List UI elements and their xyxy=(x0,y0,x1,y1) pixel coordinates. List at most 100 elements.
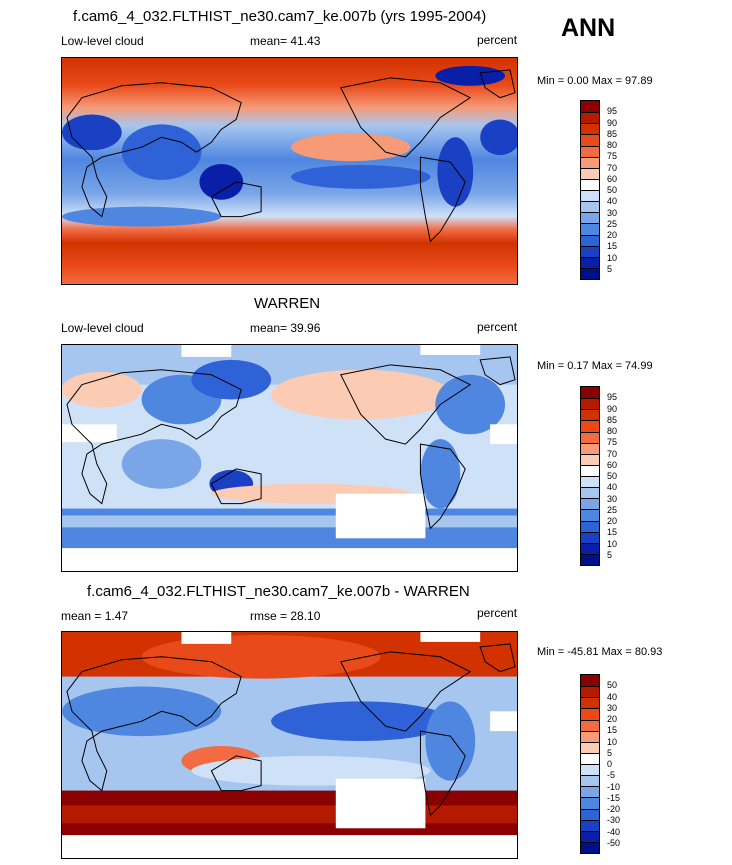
panel2-title: WARREN xyxy=(254,295,321,312)
colorbar-segment xyxy=(581,830,599,842)
colorbar-tick-label: 70 xyxy=(607,448,618,459)
colorbar-segment xyxy=(581,134,599,146)
colorbar-segment xyxy=(581,398,599,410)
panel2-variable-label: Low-level cloud xyxy=(61,321,144,335)
colorbar-segment xyxy=(581,819,599,831)
colorbar-segment xyxy=(581,786,599,798)
panel1-minmax: Min = 0.00 Max = 97.89 xyxy=(537,75,653,87)
colorbar-segment xyxy=(581,212,599,224)
season-label: ANN xyxy=(561,14,616,42)
colorbar-segment xyxy=(581,808,599,820)
colorbar-tick-label: 80 xyxy=(607,426,618,436)
colorbar-tick-label: 20 xyxy=(607,516,618,526)
panel2-colorbar xyxy=(580,386,600,566)
colorbar-tick-label: 25 xyxy=(607,218,618,229)
colorbar-tick-label: 5 xyxy=(607,747,613,758)
colorbar-segment xyxy=(581,409,599,421)
colorbar-segment xyxy=(581,201,599,213)
colorbar-segment xyxy=(581,145,599,157)
colorbar-tick-label: 90 xyxy=(607,117,618,128)
colorbar-segment xyxy=(581,453,599,465)
colorbar-tick-label: 30 xyxy=(607,207,618,218)
colorbar-segment xyxy=(581,464,599,476)
colorbar-tick-label: -20 xyxy=(607,804,621,814)
colorbar-tick-label: 5 xyxy=(607,263,613,274)
colorbar-tick-label: 70 xyxy=(607,162,618,173)
colorbar-segment xyxy=(581,764,599,776)
colorbar-segment xyxy=(581,741,599,753)
panel2-mean: mean= 39.96 xyxy=(250,321,321,335)
colorbar-tick-label: 0 xyxy=(607,759,613,769)
panel3-units: percent xyxy=(477,606,518,620)
panel1-mean: mean= 41.43 xyxy=(250,34,321,48)
colorbar-tick-label: 20 xyxy=(607,714,618,724)
colorbar-tick-label: 40 xyxy=(607,482,618,493)
panel1-title: f.cam6_4_032.FLTHIST_ne30.cam7_ke.007b (… xyxy=(73,8,487,25)
colorbar-segment xyxy=(581,234,599,246)
colorbar-segment xyxy=(581,223,599,235)
colorbar-tick-label: 5 xyxy=(607,549,613,560)
colorbar-segment xyxy=(581,542,599,554)
colorbar-tick-label: 15 xyxy=(607,527,618,538)
colorbar-tick-label: 30 xyxy=(607,702,618,713)
colorbar-tick-label: 50 xyxy=(607,185,618,195)
colorbar-tick-label: 50 xyxy=(607,680,618,691)
colorbar-segment xyxy=(581,101,599,113)
colorbar-tick-label: -50 xyxy=(607,837,621,848)
colorbar-segment xyxy=(581,730,599,742)
colorbar-tick-label: 40 xyxy=(607,196,618,207)
colorbar-segment xyxy=(581,686,599,698)
colorbar-segment xyxy=(581,256,599,268)
panel2-map-image xyxy=(62,345,517,571)
colorbar-tick-label: -15 xyxy=(607,792,621,803)
colorbar-segment xyxy=(581,675,599,687)
colorbar-segment xyxy=(581,509,599,521)
colorbar-tick-label: 60 xyxy=(607,173,618,184)
colorbar-segment xyxy=(581,476,599,488)
colorbar-segment xyxy=(581,752,599,764)
panel1-units: percent xyxy=(477,33,518,47)
colorbar-segment xyxy=(581,697,599,709)
panel3-mean: mean = 1.47 xyxy=(61,609,129,623)
colorbar-tick-label: 15 xyxy=(607,725,618,736)
colorbar-tick-label: -5 xyxy=(607,770,616,781)
panel1-map-image xyxy=(62,58,517,284)
panel1-colorbar xyxy=(580,100,600,280)
panel1-map xyxy=(61,57,518,285)
panel1-variable-label: Low-level cloud xyxy=(61,34,144,48)
colorbar-segment xyxy=(581,431,599,443)
colorbar-segment xyxy=(581,841,599,853)
panel2-units: percent xyxy=(477,320,518,334)
panel2-minmax: Min = 0.17 Max = 74.99 xyxy=(537,360,653,372)
colorbar-tick-label: 95 xyxy=(607,106,618,117)
colorbar-tick-label: 30 xyxy=(607,493,618,504)
colorbar-segment xyxy=(581,387,599,399)
colorbar-segment xyxy=(581,156,599,168)
colorbar-tick-label: 90 xyxy=(607,403,618,414)
colorbar-tick-label: -30 xyxy=(607,815,621,826)
colorbar-segment xyxy=(581,442,599,454)
colorbar-segment xyxy=(581,520,599,532)
colorbar-segment xyxy=(581,775,599,787)
panel3-map xyxy=(61,631,518,859)
colorbar-tick-label: 60 xyxy=(607,459,618,470)
colorbar-segment xyxy=(581,112,599,124)
colorbar-segment xyxy=(581,167,599,179)
colorbar-tick-label: 95 xyxy=(607,392,618,403)
colorbar-segment xyxy=(581,420,599,432)
colorbar-segment xyxy=(581,267,599,279)
colorbar-segment xyxy=(581,190,599,202)
panel3-minmax: Min = -45.81 Max = 80.93 xyxy=(537,646,663,658)
colorbar-segment xyxy=(581,245,599,257)
colorbar-segment xyxy=(581,123,599,135)
colorbar-tick-label: 15 xyxy=(607,241,618,252)
colorbar-tick-label: 40 xyxy=(607,691,618,702)
panel3-rmse: rmse = 28.10 xyxy=(250,609,321,623)
colorbar-segment xyxy=(581,708,599,720)
colorbar-segment xyxy=(581,553,599,565)
colorbar-tick-label: 75 xyxy=(607,151,618,162)
colorbar-segment xyxy=(581,498,599,510)
colorbar-tick-label: 10 xyxy=(607,736,618,747)
colorbar-segment xyxy=(581,531,599,543)
colorbar-segment xyxy=(581,797,599,809)
